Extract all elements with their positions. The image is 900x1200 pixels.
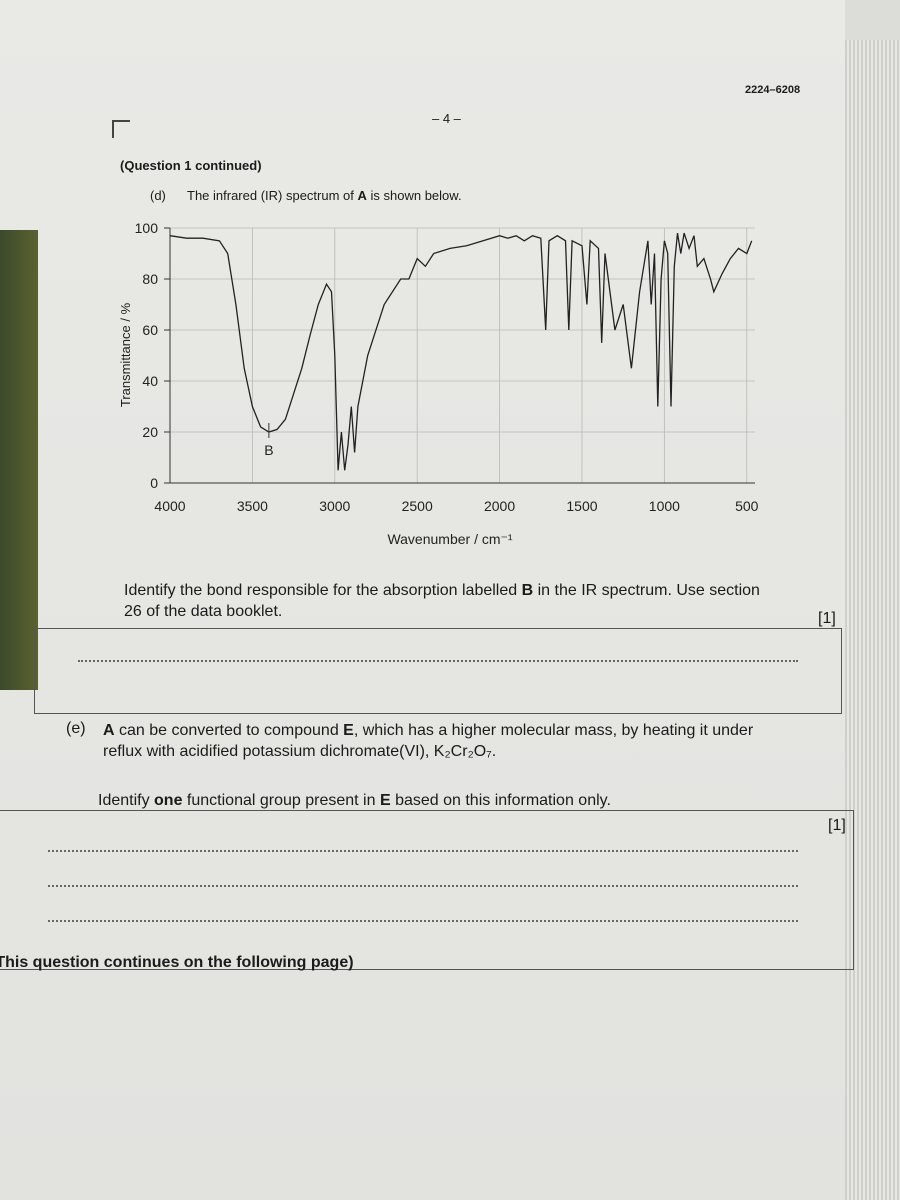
x-tick-label: 1000 <box>649 498 680 514</box>
y-tick-label: 0 <box>150 475 158 491</box>
answer-box <box>34 628 842 714</box>
x-tick-label: 3000 <box>319 498 350 514</box>
part-e-statement: A can be converted to compound E, which … <box>103 720 793 762</box>
answer-line <box>48 920 798 922</box>
corner-mark <box>112 120 130 138</box>
desk-object <box>0 230 38 690</box>
x-tick-label: 1500 <box>566 498 597 514</box>
bold-run: E <box>343 722 354 739</box>
bold-run: A <box>103 722 115 739</box>
exam-code: 2224–6208 <box>745 84 801 96</box>
bold-run: one <box>154 792 183 809</box>
annotation-label: B <box>264 442 273 458</box>
text-run: is shown below. <box>366 188 462 203</box>
text-run: can be converted to compound <box>114 722 344 739</box>
paper <box>0 0 845 1200</box>
y-axis-label: Transmittance / % <box>118 302 133 407</box>
footer-note: (This question continues on the followin… <box>0 954 354 971</box>
x-tick-label: 2500 <box>402 498 433 514</box>
answer-box <box>0 810 854 970</box>
answer-line <box>78 660 798 662</box>
part-label: (e) <box>66 720 86 737</box>
y-tick-label: 20 <box>142 424 158 440</box>
part-d-intro: The infrared (IR) spectrum of A is shown… <box>187 185 462 206</box>
y-tick-label: 60 <box>142 322 158 338</box>
bold-run: E <box>379 792 391 809</box>
text-run: Identify the bond responsible for the ab… <box>124 582 522 599</box>
marks: [1] <box>818 610 836 627</box>
y-tick-label: 40 <box>142 373 158 389</box>
part-label: (d) <box>150 188 166 203</box>
y-tick-label: 80 <box>142 271 158 287</box>
marks: [1] <box>828 817 846 834</box>
part-e-question: Identify one functional group present in… <box>98 790 738 811</box>
continued-label: (Question 1 continued) <box>120 158 262 173</box>
ir-spectrum: Wavenumber / cm⁻¹ Transmittance / % 0 20 4… <box>118 220 759 547</box>
y-tick-label: 100 <box>135 220 159 236</box>
bold-run: B <box>521 582 534 599</box>
text-run: functional group present in <box>182 792 380 809</box>
text-run: in the IR spectrum. Use section 26 of th… <box>124 582 760 620</box>
page-number: – 4 – <box>432 111 461 126</box>
x-tick-label: 2000 <box>484 498 515 514</box>
notebook-edge <box>845 40 900 1200</box>
x-tick-label: 3500 <box>237 498 268 514</box>
text-run: Identify <box>98 792 155 809</box>
text-run: based on this information only. <box>390 792 611 809</box>
x-tick-label: 500 <box>735 498 759 514</box>
text-run: , which has a higher molecular mass, by … <box>103 722 754 760</box>
x-tick-label: 4000 <box>154 498 185 514</box>
bold-run: A <box>357 188 367 203</box>
part-d-question: Identify the bond responsible for the ab… <box>124 580 764 622</box>
text-run: The infrared (IR) spectrum of <box>187 188 358 203</box>
answer-line <box>48 850 798 852</box>
answer-line <box>48 885 798 887</box>
spectrum-line <box>169 232 753 471</box>
x-axis-label: Wavenumber / cm⁻¹ <box>387 531 512 547</box>
